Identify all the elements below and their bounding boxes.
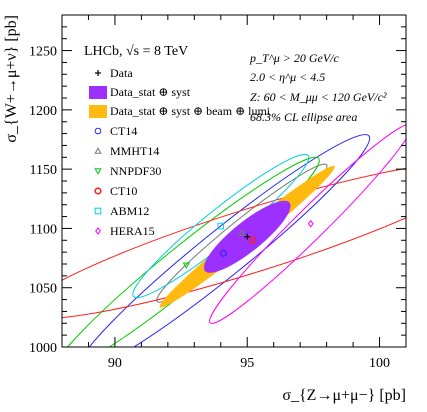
x-axis-title: σ_{Z→μ+μ−} [pb] [282,387,406,404]
legend-marker-nnpdf30 [94,168,102,175]
point-mmht14 [238,229,246,236]
legend-marker-hera15 [95,227,101,235]
point-hera15 [307,219,314,228]
ellipse-ct10 [62,161,406,320]
legend-marker-data [95,70,101,76]
y-tick-label: 1150 [30,163,57,178]
legend-label-nnpdf30: NNPDF30 [110,164,161,178]
plot-frame [61,14,407,348]
ellipse-ct14 [76,134,371,347]
y-tick-label: 1200 [29,104,57,119]
legend-marker-mmht14 [94,147,102,154]
axis-layer: 90 95 100 1000 1050 1100 1150 1200 1250 [29,14,407,371]
legend-label-ct14: CT14 [110,124,137,138]
legend-markers [89,70,107,235]
experiment-label: LHCb, √s = 8 TeV [84,44,188,59]
info-line-ellipse: 68.3% CL ellipse area [250,110,357,124]
legend-label-abm12: ABM12 [110,204,149,218]
y-tick-label: 1000 [29,341,57,356]
info-box: p_T^μ > 20 GeV/c 2.0 < η^μ < 4.5 Z: 60 <… [249,51,387,124]
y-tick-label: 1250 [29,45,57,60]
x-tick-label: 95 [240,356,254,371]
legend-swatch-stat-syst [89,86,107,99]
y-tick-label: 1050 [29,282,57,297]
y-tick-label: 1100 [30,222,57,237]
ellipse-nnpdf30 [62,156,320,347]
legend-swatch-stat-syst-beam-lumi [89,105,107,118]
legend-label-mmht14: MMHT14 [110,144,159,158]
point-abm12 [217,222,225,230]
legend-marker-abm12 [94,207,102,215]
ellipse-hera15 [209,123,406,324]
info-line-mass: Z: 60 < M_μμ < 120 GeV/c² [250,90,387,104]
y-axis-title: σ_{W+→μ+ν} [pb] [3,15,20,143]
marker-layer [182,219,314,270]
legend-label-hera15: HERA15 [110,224,155,238]
point-ct14 [220,250,227,257]
x-tick-label: 90 [108,356,122,371]
point-data [244,233,251,240]
info-line-pt: p_T^μ > 20 GeV/c [249,51,340,65]
info-line-eta: 2.0 < η^μ < 4.5 [250,70,325,84]
legend: Data Data_stat ⊕ syst Data_stat ⊕ syst ⊕… [89,66,271,238]
legend-label-stat-syst-beam-lumi: Data_stat ⊕ syst ⊕ beam ⊕ lumi [110,104,271,118]
legend-marker-ct10 [94,187,102,195]
x-tick-label: 100 [369,356,390,371]
point-nnpdf30 [182,262,191,270]
point-ct10 [248,236,257,244]
legend-label-ct10: CT10 [110,184,137,198]
legend-marker-ct14 [94,127,102,135]
legend-label-stat-syst: Data_stat ⊕ syst [110,85,191,99]
legend-label-data: Data [110,66,133,80]
